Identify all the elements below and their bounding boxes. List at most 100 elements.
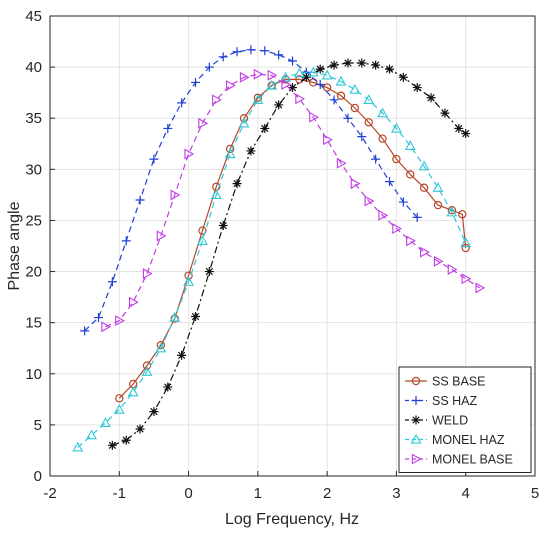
data-point bbox=[446, 206, 458, 217]
data-point bbox=[280, 71, 292, 82]
data-point bbox=[156, 230, 167, 242]
data-point bbox=[212, 94, 222, 106]
data-point bbox=[364, 195, 375, 207]
y-tick-label: 35 bbox=[25, 110, 42, 127]
data-point bbox=[460, 237, 472, 248]
data-point bbox=[191, 77, 200, 87]
data-point bbox=[128, 296, 139, 308]
data-point bbox=[281, 79, 292, 90]
data-point bbox=[377, 107, 389, 118]
legend-label: MONEL HAZ bbox=[432, 433, 505, 447]
data-point bbox=[239, 114, 249, 123]
data-point bbox=[86, 429, 98, 440]
data-point bbox=[246, 146, 256, 156]
data-point bbox=[204, 62, 214, 72]
data-point bbox=[295, 93, 306, 105]
x-tick-label: 3 bbox=[392, 485, 400, 502]
data-point bbox=[170, 189, 181, 201]
data-point bbox=[357, 132, 367, 142]
data-point bbox=[107, 277, 117, 287]
plot-frame bbox=[49, 15, 536, 477]
data-point bbox=[315, 64, 325, 74]
series-weld bbox=[107, 58, 471, 450]
data-point bbox=[232, 47, 242, 57]
data-point bbox=[169, 311, 181, 322]
x-axis-title: Log Frequency, Hz bbox=[225, 511, 359, 528]
data-point bbox=[336, 157, 347, 169]
legend-label: SS HAZ bbox=[432, 394, 478, 408]
data-point bbox=[343, 58, 353, 68]
data-point bbox=[461, 243, 470, 253]
data-point bbox=[156, 340, 166, 350]
data-point bbox=[418, 160, 430, 171]
data-point bbox=[378, 134, 387, 143]
data-point bbox=[329, 95, 339, 105]
y-axis-title: Phase angle bbox=[6, 201, 23, 290]
data-point bbox=[288, 56, 297, 66]
data-point bbox=[253, 68, 264, 80]
legend-label: MONEL BASE bbox=[432, 453, 513, 467]
data-point bbox=[115, 394, 124, 403]
data-point bbox=[274, 100, 284, 110]
data-point bbox=[461, 129, 471, 139]
y-tick-label: 40 bbox=[25, 59, 42, 76]
data-point bbox=[198, 117, 209, 129]
data-point bbox=[142, 268, 153, 280]
data-point bbox=[440, 108, 450, 118]
data-point bbox=[458, 210, 467, 219]
data-point bbox=[253, 93, 263, 102]
data-point bbox=[350, 103, 360, 113]
data-point bbox=[329, 60, 339, 70]
data-point bbox=[475, 282, 486, 294]
data-point bbox=[196, 235, 208, 246]
data-point bbox=[163, 382, 173, 392]
data-point bbox=[343, 113, 353, 123]
data-point bbox=[307, 66, 319, 77]
data-point bbox=[433, 255, 444, 267]
series-line bbox=[118, 78, 467, 399]
legend-swatch-marker bbox=[411, 376, 421, 386]
x-tick-label: 4 bbox=[462, 485, 470, 502]
data-point bbox=[363, 94, 375, 104]
data-point bbox=[260, 46, 270, 56]
data-point bbox=[432, 182, 444, 192]
series-line bbox=[77, 71, 467, 448]
data-point bbox=[225, 80, 236, 91]
data-point bbox=[398, 197, 408, 207]
data-point bbox=[218, 52, 228, 62]
data-point bbox=[350, 178, 361, 190]
data-point bbox=[274, 50, 284, 60]
series-monel-haz bbox=[72, 66, 472, 452]
data-point bbox=[72, 441, 84, 452]
data-point bbox=[99, 417, 111, 427]
data-point bbox=[121, 435, 131, 445]
data-point bbox=[149, 407, 159, 417]
data-point bbox=[135, 195, 145, 205]
data-point bbox=[371, 60, 381, 70]
data-point bbox=[412, 212, 422, 222]
data-point bbox=[357, 58, 367, 68]
data-point bbox=[225, 144, 235, 154]
x-tick-label: 1 bbox=[254, 485, 262, 502]
data-point bbox=[239, 71, 250, 83]
data-point bbox=[80, 326, 90, 336]
data-point bbox=[260, 123, 270, 133]
data-point bbox=[404, 140, 416, 150]
y-tick-label: 0 bbox=[34, 468, 42, 485]
data-point bbox=[335, 75, 347, 86]
data-point bbox=[349, 83, 361, 94]
data-point bbox=[155, 342, 167, 353]
legend-swatch-marker bbox=[410, 433, 422, 444]
data-point bbox=[210, 189, 222, 200]
data-point bbox=[392, 154, 401, 164]
data-point bbox=[115, 315, 125, 327]
legend-swatch-marker bbox=[411, 396, 421, 405]
legend-swatch-marker bbox=[411, 453, 422, 465]
data-point bbox=[149, 154, 159, 164]
data-point bbox=[433, 200, 443, 210]
data-point bbox=[101, 321, 112, 333]
x-tick-label: 0 bbox=[184, 485, 192, 502]
data-point bbox=[315, 79, 325, 89]
data-point bbox=[141, 366, 153, 376]
data-point bbox=[163, 123, 173, 133]
